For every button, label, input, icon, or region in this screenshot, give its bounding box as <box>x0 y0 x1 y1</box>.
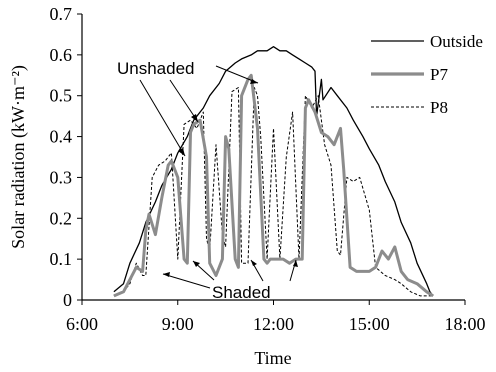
series-line-outside <box>113 46 434 297</box>
shaded-arrow-1 <box>162 273 211 289</box>
shaded-arrowhead-3 <box>251 260 257 266</box>
unshaded-arrow-1 <box>139 79 186 157</box>
y-tick-label: 0.5 <box>50 86 73 106</box>
y-tick-label: 0 <box>63 290 72 310</box>
series-layer <box>113 46 434 298</box>
series-line-p8 <box>113 87 434 297</box>
x-tick-label: 18:00 <box>444 314 485 334</box>
y-axis-title: Solar radiation (kW·m⁻²) <box>8 65 29 249</box>
unshaded-arrowhead-1 <box>178 148 185 156</box>
x-tick-label: 6:00 <box>66 314 98 334</box>
legend: Outside P7 P8 <box>371 32 483 117</box>
y-tick-label: 0.6 <box>50 45 73 65</box>
x-axis-title: Time <box>254 348 291 368</box>
unshaded-arrowhead-2 <box>191 114 198 122</box>
y-tick-label: 0.3 <box>50 167 73 187</box>
unshaded-arrow-2 <box>169 79 199 123</box>
shaded-arrowhead-2 <box>193 261 200 267</box>
y-tick-label: 0.1 <box>50 249 73 269</box>
unshaded-arrowhead-3 <box>250 79 258 84</box>
series-line-p7 <box>113 73 434 298</box>
y-tick-label: 0.2 <box>50 208 73 228</box>
legend-label-outside: Outside <box>430 32 483 51</box>
annotation-shaded: Shaded <box>212 283 271 302</box>
x-tick-label: 15:00 <box>349 314 390 334</box>
y-tick-label: 0.7 <box>50 4 73 24</box>
legend-label-p7: P7 <box>430 65 448 84</box>
ticks: 6:00 9:00 12:00 15:00 18:00 0 0.1 0.2 0.3 0.4 0.5 0… <box>50 4 486 334</box>
shaded-arrowhead-1 <box>163 272 170 277</box>
x-tick-label: 9:00 <box>162 314 194 334</box>
legend-label-p8: P8 <box>430 98 448 117</box>
y-tick-label: 0.4 <box>50 127 73 147</box>
shaded-arrowhead-4 <box>293 260 298 267</box>
unshaded-arrow-3 <box>215 65 259 84</box>
annotations: Unshaded Shaded <box>117 59 298 302</box>
x-tick-label: 12:00 <box>253 314 294 334</box>
axes <box>81 14 465 301</box>
annotation-unshaded: Unshaded <box>117 59 195 78</box>
